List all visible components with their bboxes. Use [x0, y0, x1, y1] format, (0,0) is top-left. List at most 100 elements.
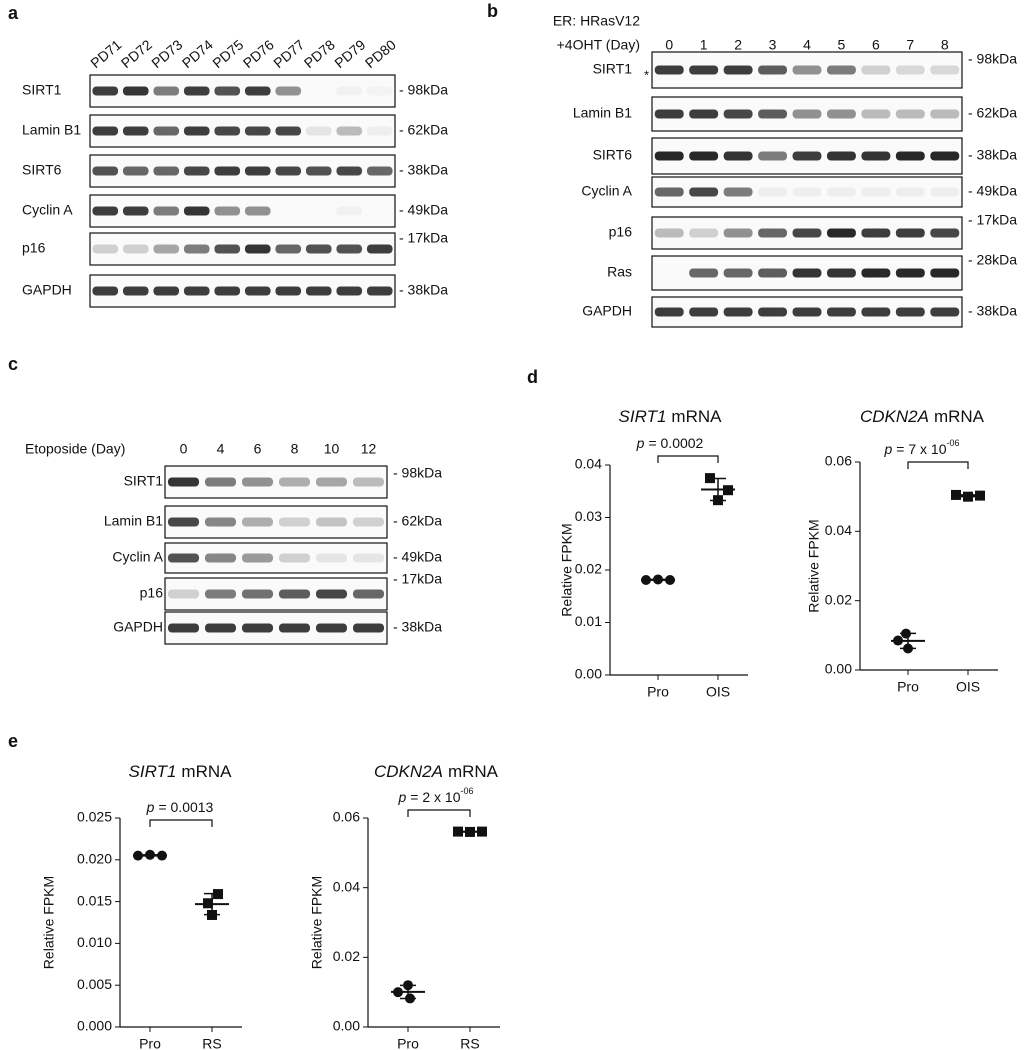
y-axis-label: Relative FPKM	[559, 523, 575, 616]
band	[689, 228, 719, 238]
band	[366, 244, 393, 254]
data-point	[903, 643, 913, 654]
size-marker: - 17kDa	[968, 212, 1017, 228]
lane-label: 1	[700, 37, 708, 53]
blot-frame	[164, 465, 388, 499]
band	[723, 151, 753, 161]
significance-bracket	[657, 455, 719, 463]
band	[654, 187, 684, 197]
y-tick-label: 0.02	[825, 591, 852, 607]
p-text: = 0.0002	[648, 435, 703, 451]
row-label: SIRT1	[593, 61, 633, 77]
band	[895, 307, 925, 317]
row-label: p16	[22, 240, 46, 256]
band	[930, 268, 960, 278]
lane-label: 10	[324, 441, 340, 457]
size-marker: - 17kDa	[393, 571, 442, 587]
y-tick-label: 0.005	[77, 976, 112, 992]
band	[278, 589, 311, 599]
band	[204, 517, 237, 527]
band	[654, 228, 684, 238]
band	[336, 166, 363, 176]
lane-label: 0	[180, 441, 188, 457]
row-label: SIRT6	[593, 147, 633, 163]
y-axis-label: Relative FPKM	[41, 876, 57, 969]
band	[92, 244, 119, 254]
band	[689, 268, 719, 278]
data-point	[893, 635, 903, 646]
band	[689, 307, 719, 317]
lane-label: 12	[361, 441, 377, 457]
band	[153, 166, 180, 176]
band	[758, 268, 788, 278]
significance-bracket	[407, 809, 471, 817]
band	[305, 244, 332, 254]
band	[826, 307, 856, 317]
title-rest: mRNA	[934, 407, 985, 426]
band	[352, 477, 385, 487]
size-marker: - 38kDa	[393, 619, 442, 635]
band	[183, 244, 210, 254]
x-tick-label: RS	[460, 1036, 479, 1050]
band	[183, 126, 210, 136]
band	[861, 65, 891, 75]
band	[826, 109, 856, 119]
panel-label: e	[8, 731, 18, 751]
band	[183, 166, 210, 176]
y-tick-label: 0.04	[825, 522, 852, 538]
size-marker: - 38kDa	[968, 303, 1017, 319]
band	[153, 126, 180, 136]
band	[305, 126, 332, 136]
data-point	[705, 473, 715, 484]
y-tick-label: 0.025	[77, 809, 112, 825]
size-marker: - 38kDa	[399, 282, 448, 298]
lane-label: PD73	[148, 36, 185, 71]
band	[861, 268, 891, 278]
p-exponent: -06	[460, 786, 473, 796]
band	[895, 151, 925, 161]
band	[167, 553, 200, 563]
band	[792, 228, 822, 238]
x-tick-label: Pro	[897, 679, 919, 695]
band	[204, 589, 237, 599]
band	[930, 109, 960, 119]
y-tick-label: 0.010	[77, 934, 112, 950]
size-marker: - 28kDa	[968, 252, 1017, 268]
data-point	[951, 489, 961, 500]
band	[241, 477, 274, 487]
x-tick-label: OIS	[956, 679, 980, 695]
lane-label: PD76	[240, 36, 277, 71]
blot-frame	[164, 611, 388, 645]
data-point	[145, 849, 155, 860]
band	[689, 65, 719, 75]
p-value: p = 0.0002	[636, 435, 704, 451]
band	[92, 166, 119, 176]
y-tick-label: 0.01	[575, 613, 602, 629]
plot-title: CDKN2A mRNA	[860, 407, 985, 426]
band	[758, 65, 788, 75]
p-text: = 2 x 10	[410, 789, 460, 805]
band	[92, 86, 119, 96]
p-value: p = 2 x 10-06	[397, 786, 473, 804]
band	[305, 166, 332, 176]
lane-label: PD74	[179, 36, 216, 71]
band	[861, 307, 891, 317]
band	[153, 206, 180, 216]
size-marker: - 62kDa	[968, 105, 1017, 121]
band	[367, 87, 393, 96]
y-tick-label: 0.00	[825, 661, 852, 677]
row-label: Lamin B1	[573, 105, 632, 121]
blot-header: ER: HRasV12	[553, 13, 640, 29]
lane-label: PD71	[87, 36, 124, 71]
data-point	[405, 993, 415, 1004]
band	[183, 86, 210, 96]
panel-label: c	[8, 354, 18, 374]
data-point	[213, 889, 223, 900]
band	[352, 589, 385, 599]
p-symbol: p	[636, 435, 645, 451]
band	[792, 307, 822, 317]
band	[826, 151, 856, 161]
lane-label: 4	[217, 441, 225, 457]
band	[278, 553, 311, 563]
band	[214, 126, 241, 136]
